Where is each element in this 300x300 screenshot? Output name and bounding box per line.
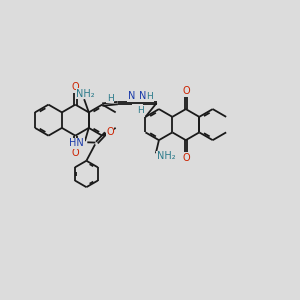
Text: N: N [139, 92, 146, 101]
Text: N: N [128, 92, 135, 101]
Text: HN: HN [69, 139, 84, 148]
Text: H: H [138, 106, 144, 115]
Text: O: O [182, 153, 190, 163]
Text: H: H [106, 94, 113, 103]
Text: NH₂: NH₂ [157, 151, 176, 161]
Text: NH₂: NH₂ [76, 89, 95, 99]
Text: O: O [106, 127, 114, 136]
Text: O: O [182, 86, 190, 96]
Text: O: O [71, 148, 79, 158]
Text: H: H [146, 92, 153, 101]
Text: O: O [71, 82, 79, 92]
